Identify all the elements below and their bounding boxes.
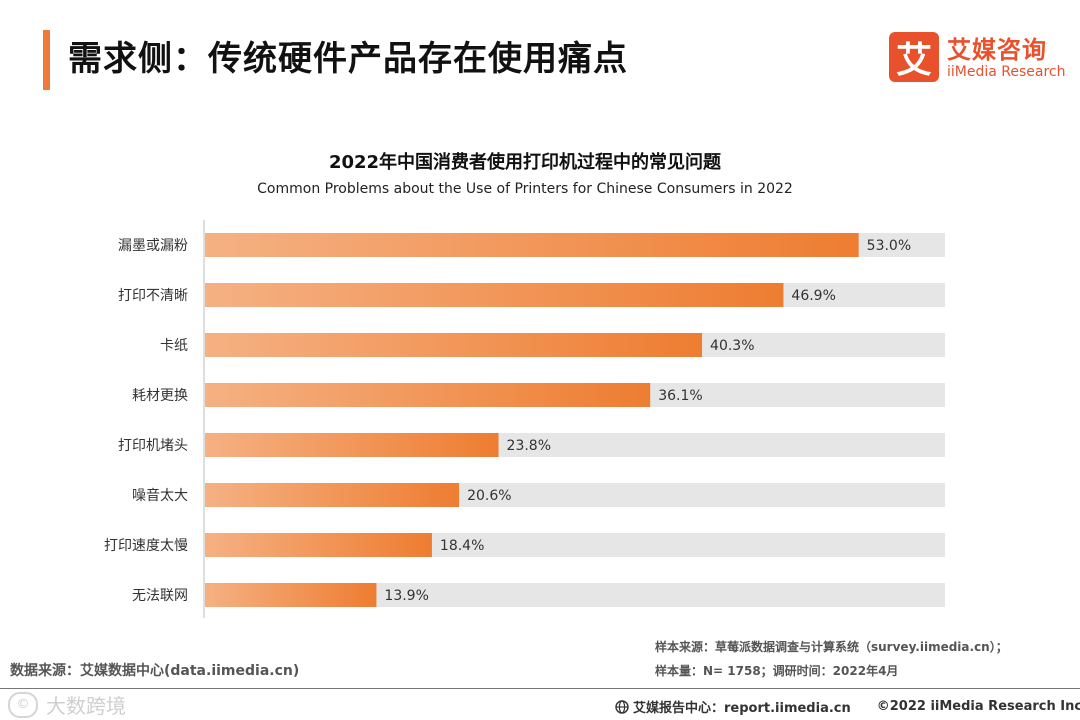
footer-divider — [0, 688, 1080, 689]
sample-source: 样本来源：草莓派数据调查与计算系统（survey.iimedia.cn）； — [655, 640, 1008, 654]
watermark-text: 大数跨境 — [46, 694, 126, 718]
bar — [205, 483, 460, 507]
chart-subtitle: Common Problems about the Use of Printer… — [257, 181, 793, 197]
value-label: 46.9% — [791, 288, 835, 304]
watermark: © 大数跨境 — [8, 690, 126, 719]
value-label: 53.0% — [867, 238, 911, 254]
globe-icon — [615, 700, 629, 714]
sample-size: 样本量：N= 1758；调研时间：2022年4月 — [655, 664, 899, 678]
cc-icon: © — [8, 691, 38, 718]
value-label: 40.3% — [710, 338, 754, 354]
value-label: 13.9% — [384, 588, 428, 604]
bar — [205, 233, 859, 257]
footer-info: 艾媒报告中心：report.iimedia.cn ©2022 iiMedia R… — [615, 697, 1080, 716]
bar — [205, 283, 784, 307]
iimedia-logo: 艾 艾媒咨询 iiMedia Research — [889, 32, 1069, 88]
category-label: 耗材更换 — [132, 387, 188, 404]
report-center-text: 艾媒报告中心：report.iimedia.cn — [633, 701, 851, 716]
page-title: 需求侧：传统硬件产品存在使用痛点 — [68, 39, 628, 79]
bar — [205, 433, 499, 457]
logo-english-name: iiMedia Research — [947, 64, 1066, 80]
title-accent-bar — [43, 30, 50, 90]
logo-chinese-name: 艾媒咨询 — [947, 36, 1047, 64]
category-label: 噪音太大 — [132, 487, 188, 504]
copyright: ©2022 iiMedia Research Inc — [876, 699, 1080, 714]
category-label: 打印机堵头 — [118, 437, 188, 454]
category-label: 漏墨或漏粉 — [118, 238, 188, 254]
category-label: 打印不清晰 — [118, 287, 188, 304]
category-label: 打印速度太慢 — [104, 537, 188, 554]
bar — [205, 583, 377, 607]
logo-mark-icon: 艾 — [889, 32, 939, 82]
chart-title: 2022年中国消费者使用打印机过程中的常见问题 — [328, 152, 722, 173]
data-source: 数据来源：艾媒数据中心(data.iimedia.cn) — [10, 663, 300, 679]
bar — [205, 383, 651, 407]
report-center-link[interactable]: 艾媒报告中心：report.iimedia.cn — [615, 697, 851, 716]
bar — [205, 533, 432, 557]
value-label: 20.6% — [467, 488, 511, 504]
category-label: 无法联网 — [132, 588, 188, 604]
bar-chart: 漏墨或漏粉 53.0% 打印不清晰 46.9% 卡纸 40.3% 耗材更换 36.1% 打印机堵… — [104, 220, 945, 618]
bar — [205, 333, 703, 357]
value-label: 36.1% — [658, 388, 702, 404]
value-label: 23.8% — [507, 438, 551, 454]
value-label: 18.4% — [440, 538, 484, 554]
category-label: 卡纸 — [160, 338, 188, 354]
